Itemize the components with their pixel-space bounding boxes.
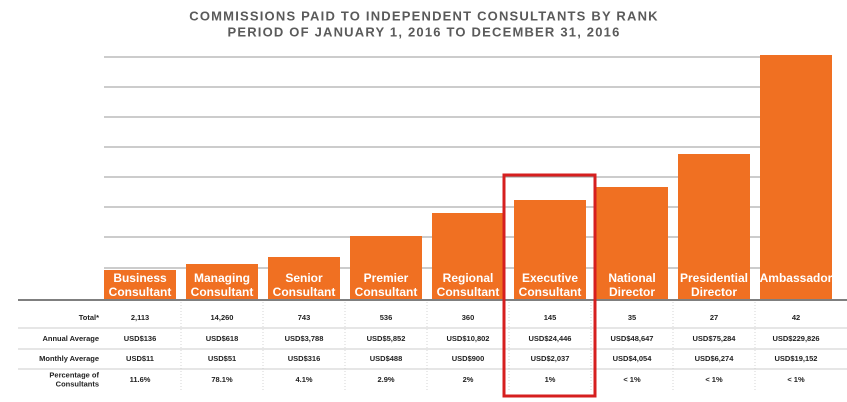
bar-label: Consultant (191, 285, 254, 299)
table-cell: 2,113 (131, 313, 149, 322)
table-cell: USD$5,852 (367, 334, 406, 343)
bar-label: Business (113, 271, 167, 285)
table-cell: USD$2,037 (531, 354, 570, 363)
row-label: Monthly Average (39, 354, 99, 363)
table-cell: USD$6,274 (695, 354, 735, 363)
bar (760, 55, 832, 299)
table-cell: USD$75,284 (693, 334, 737, 343)
table-cell: USD$48,647 (611, 334, 654, 343)
table-cell: 2.9% (377, 375, 394, 384)
row-label: Consultants (56, 379, 99, 388)
table-cell: 14,260 (211, 313, 234, 322)
bar-label: Director (691, 285, 737, 299)
bar (514, 200, 586, 299)
highlight-box (502, 173, 597, 398)
bar-label: Presidential (680, 271, 748, 285)
bar-label: Director (609, 285, 655, 299)
bar-label: Consultant (519, 285, 582, 299)
chart-title: COMMISSIONS PAID TO INDEPENDENT CONSULTA… (189, 8, 659, 23)
table-cell: 27 (710, 313, 718, 322)
table-cell: 78.1% (211, 375, 233, 384)
table-cell: 360 (462, 313, 475, 322)
bar-label: Ambassador (760, 271, 833, 285)
table-cell: 536 (380, 313, 393, 322)
bar (268, 257, 340, 299)
table-cell: USD$11 (126, 354, 154, 363)
table-cell: USD$19,152 (775, 354, 818, 363)
bar-label: Managing (194, 271, 250, 285)
bar-label: Senior (285, 271, 323, 285)
bar (678, 154, 750, 299)
table-cell: 743 (298, 313, 311, 322)
table-cell: USD$488 (370, 354, 403, 363)
table-cell: USD$229,826 (772, 334, 819, 343)
table-cell: 1% (545, 375, 556, 384)
table-cell: USD$316 (288, 354, 321, 363)
table-cell: USD$136 (124, 334, 157, 343)
bar-label: Consultant (355, 285, 418, 299)
table: Total* 2,113 14,260 743 536 360 145 35 27 42 Annua… (18, 302, 847, 392)
table-cell: 2% (463, 375, 474, 384)
bar (432, 213, 504, 299)
chart-subtitle: PERIOD OF JANUARY 1, 2016 TO DECEMBER 31… (227, 24, 620, 39)
table-cell: 4.1% (295, 375, 312, 384)
row-label: Annual Average (42, 334, 99, 343)
bar (186, 264, 258, 299)
table-cell: 11.6% (130, 375, 151, 384)
table-cell: < 1% (787, 375, 805, 384)
table-cell: USD$900 (452, 354, 485, 363)
bar (596, 187, 668, 299)
table-cell: 42 (792, 313, 800, 322)
row-label: Percentage of (49, 370, 99, 379)
table-cell: 35 (628, 313, 636, 322)
bar-label: Consultant (109, 285, 172, 299)
bar-label: Premier (364, 271, 409, 285)
table-cell: USD$3,788 (285, 334, 324, 343)
table-cell: USD$51 (208, 354, 236, 363)
bar-label: Regional (443, 271, 494, 285)
table-cell: USD$618 (206, 334, 239, 343)
table-cell: < 1% (705, 375, 723, 384)
bar (350, 236, 422, 299)
bar-label: Executive (522, 271, 578, 285)
grid (104, 56, 832, 269)
bar-label: National (608, 271, 655, 285)
bar (104, 270, 176, 299)
table-cell: 145 (544, 313, 557, 322)
table-cell: < 1% (623, 375, 641, 384)
table-cell: USD$10,802 (447, 334, 490, 343)
bar-label: Consultant (273, 285, 336, 299)
bar-label: Consultant (437, 285, 500, 299)
row-label: Total* (79, 313, 99, 322)
table-cell: USD$4,054 (613, 354, 653, 363)
table-cell: USD$24,446 (529, 334, 572, 343)
bars: BusinessConsultantManagingConsultantSeni… (104, 55, 833, 299)
